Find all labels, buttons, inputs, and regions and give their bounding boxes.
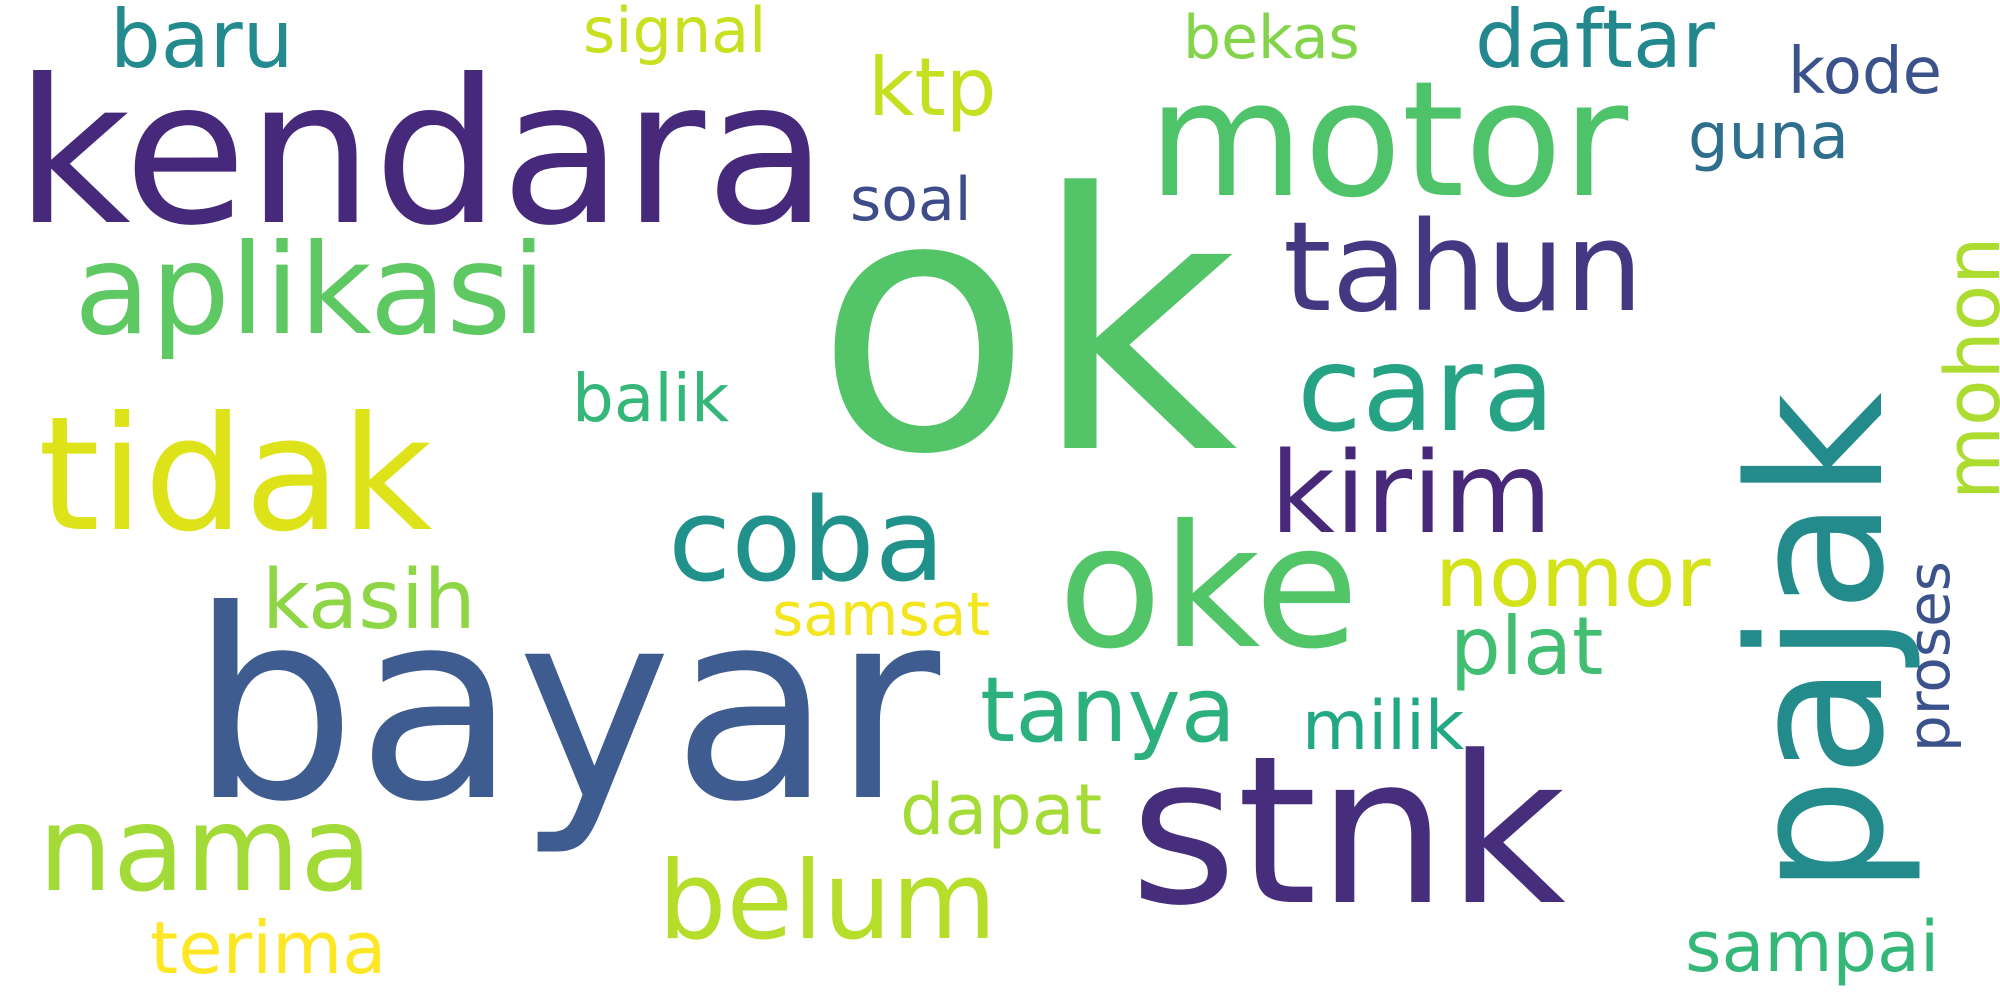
word-ktp: ktp — [868, 41, 997, 134]
word-plat: plat — [1450, 600, 1604, 693]
word-tidak: tidak — [38, 383, 433, 567]
word-stnk: stnk — [1130, 713, 1566, 951]
word-belum: belum — [658, 839, 997, 964]
word-oke: oke — [1058, 489, 1359, 687]
word-pajak: pajak — [1709, 392, 1925, 895]
word-kasih: kasih — [262, 553, 476, 648]
word-samsat: samsat — [772, 580, 991, 650]
word-soal: soal — [850, 165, 972, 235]
word-aplikasi: aplikasi — [74, 218, 547, 363]
word-cara: cara — [1297, 320, 1556, 458]
word-kendara: kendara — [15, 37, 828, 270]
word-tanya: tanya — [980, 658, 1236, 763]
word-signal: signal — [583, 0, 767, 67]
word-kirim: kirim — [1270, 429, 1553, 559]
word-bayar: bayar — [190, 554, 941, 859]
word-ok: ok — [815, 118, 1238, 532]
word-bekas: bekas — [1183, 3, 1360, 73]
word-kode: kode — [1788, 35, 1942, 109]
word-terima: terima — [150, 906, 387, 990]
word-coba: coba — [668, 474, 946, 608]
word-baru: baru — [110, 0, 294, 86]
word-nama: nama — [38, 780, 373, 918]
word-tahun: tahun — [1283, 196, 1644, 340]
word-sampai: sampai — [1685, 906, 1940, 988]
word-daftar: daftar — [1475, 0, 1715, 86]
word-dapat: dapat — [900, 769, 1103, 851]
word-milik: milik — [1302, 687, 1465, 766]
word-balik: balik — [572, 360, 730, 437]
word-nomor: nomor — [1435, 528, 1711, 627]
word-motor: motor — [1148, 46, 1629, 233]
word-guna: guna — [1688, 100, 1849, 174]
word-proses: proses — [1895, 561, 1963, 752]
word-mohon: mohon — [1928, 236, 2000, 500]
